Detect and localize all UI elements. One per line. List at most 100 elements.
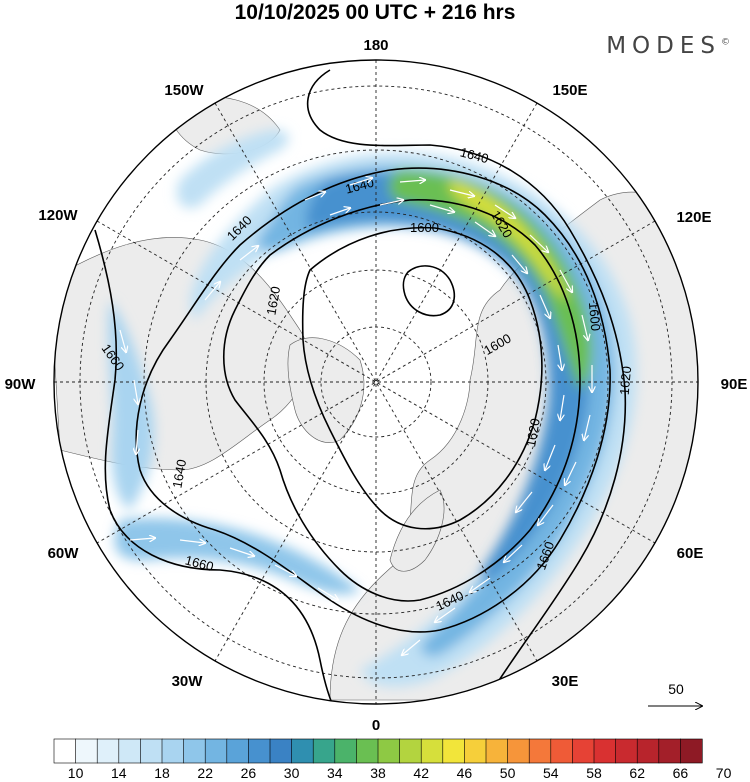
colorbar-tick-label: 10 [68, 765, 84, 781]
meridian-60e-120w [96, 220, 656, 544]
brand-logo: MODES© [606, 33, 730, 59]
lon-label-0: 0 [372, 717, 380, 734]
graticule [54, 60, 698, 704]
contour-1660-arctic [306, 69, 627, 704]
colorbar-swatch [356, 738, 379, 764]
wind-vector [470, 577, 491, 592]
colorbar-tick-label: 26 [241, 765, 257, 781]
lon-label-180: 180 [363, 37, 388, 54]
colorbar-swatch [593, 738, 617, 764]
colorbar-swatch [248, 738, 271, 764]
colorbar-tick-labels: 10 14 18 22 26 30 34 38 42 46 50 54 58 62 66 70 [68, 765, 732, 781]
wind-vector [559, 269, 572, 292]
colorbar-swatch [204, 738, 228, 764]
wind-vectors [119, 178, 592, 655]
wind-vector [136, 429, 138, 454]
lon-label-150e: 150E [552, 82, 587, 99]
contour-1660-west [94, 229, 336, 704]
colorbar-tick-label: 14 [111, 765, 127, 781]
lon-label-60w: 60W [48, 545, 80, 562]
wind-vector [204, 282, 220, 301]
wind-vector [539, 294, 550, 318]
colorbar-swatch [615, 738, 638, 764]
contour-1620 [222, 199, 581, 602]
colorbar-swatch [442, 738, 465, 764]
wind-vector [494, 204, 515, 218]
lon-label-120e: 120E [676, 209, 711, 226]
colorbar-swatch [377, 738, 401, 764]
contour-label: 1660 [183, 552, 215, 574]
jet-band-core [306, 173, 591, 581]
colorbar-swatch [636, 738, 660, 764]
colorbar-tick-label: 18 [154, 765, 170, 781]
colorbar-tick-label: 66 [673, 765, 689, 781]
wind-vector [119, 329, 126, 352]
wind-vector [474, 221, 495, 236]
colorbar-swatch [507, 738, 530, 764]
meridian-120e-60w [96, 220, 656, 544]
wind-vector [402, 639, 421, 655]
colorbar [53, 738, 703, 764]
contour-label: 1600 [586, 301, 603, 331]
wind-vector [511, 254, 527, 273]
longitude-labels: 180 150E 120E 90E 60E 30E 0 30W 60W 90W … [5, 37, 748, 734]
wind-vector [317, 587, 338, 600]
contour-label: 1640 [169, 458, 189, 489]
wind-vector [584, 414, 591, 440]
colorbar-tick-label: 62 [629, 765, 645, 781]
copyright-mark: © [721, 37, 730, 48]
colorbar-swatch [96, 738, 120, 764]
colorbar-tick-label: 50 [500, 765, 516, 781]
wind-vector [516, 491, 533, 512]
colorbar-tick-label: 42 [413, 765, 429, 781]
colorbar-tick-label: 46 [457, 765, 473, 781]
contour-1600-ring [301, 226, 543, 530]
wind-vector [399, 180, 425, 182]
colorbar-tick-label: 70 [716, 765, 732, 781]
wind-vector [545, 444, 556, 470]
colorbar-tick-label: 38 [370, 765, 386, 781]
wind-vector [304, 192, 325, 201]
colorbar-swatch [464, 738, 487, 764]
wind-vector [179, 540, 205, 543]
lon-label-90e: 90E [721, 376, 748, 393]
wind-vector [349, 178, 372, 186]
lon-label-120w: 120W [38, 207, 78, 224]
wind-vector [379, 200, 403, 206]
colorbar-swatch [658, 738, 681, 764]
wind-vector [504, 544, 523, 562]
wind-vector [449, 189, 474, 196]
colorbar-swatch [140, 738, 163, 764]
colorbar-swatch [528, 738, 552, 764]
colorbar-tick-label: 22 [197, 765, 213, 781]
wind-vector [429, 204, 454, 212]
colorbar-tick-label: 34 [327, 765, 343, 781]
colorbar-swatch [550, 738, 573, 764]
wind-vector [435, 607, 456, 622]
pacific-streak [176, 129, 289, 209]
colorbar-swatch [420, 738, 444, 764]
reference-vector: 50 [648, 681, 702, 706]
colorbar-tick-label: 58 [586, 765, 602, 781]
contour-1600-low [402, 265, 456, 317]
contour-label: 1620 [523, 417, 543, 448]
contour-label: 1620 [263, 285, 283, 316]
colorbar-swatch [226, 738, 250, 764]
wind-vector [565, 461, 577, 485]
colorbar-swatch [291, 738, 314, 764]
map-content: 1660 1640 1620 1600 1600 1620 1640 1660 … [54, 60, 698, 704]
meridian-150e-30w [214, 102, 538, 662]
wind-vector [239, 246, 258, 261]
wind-vector [581, 314, 588, 340]
colorbar-swatch [53, 738, 77, 764]
wind-vector [560, 394, 565, 420]
wind-vector [129, 538, 155, 540]
wind-vector [229, 547, 254, 556]
contour-label: 1640 [458, 144, 490, 166]
wind-vector [529, 234, 548, 252]
colorbar-swatch [485, 738, 509, 764]
map-title: 10/10/2025 00 UTC + 216 hrs [234, 1, 516, 24]
contour-label: 1620 [617, 366, 634, 396]
scandinavia-landmass [389, 489, 445, 572]
contour-label: 1600 [410, 220, 439, 235]
